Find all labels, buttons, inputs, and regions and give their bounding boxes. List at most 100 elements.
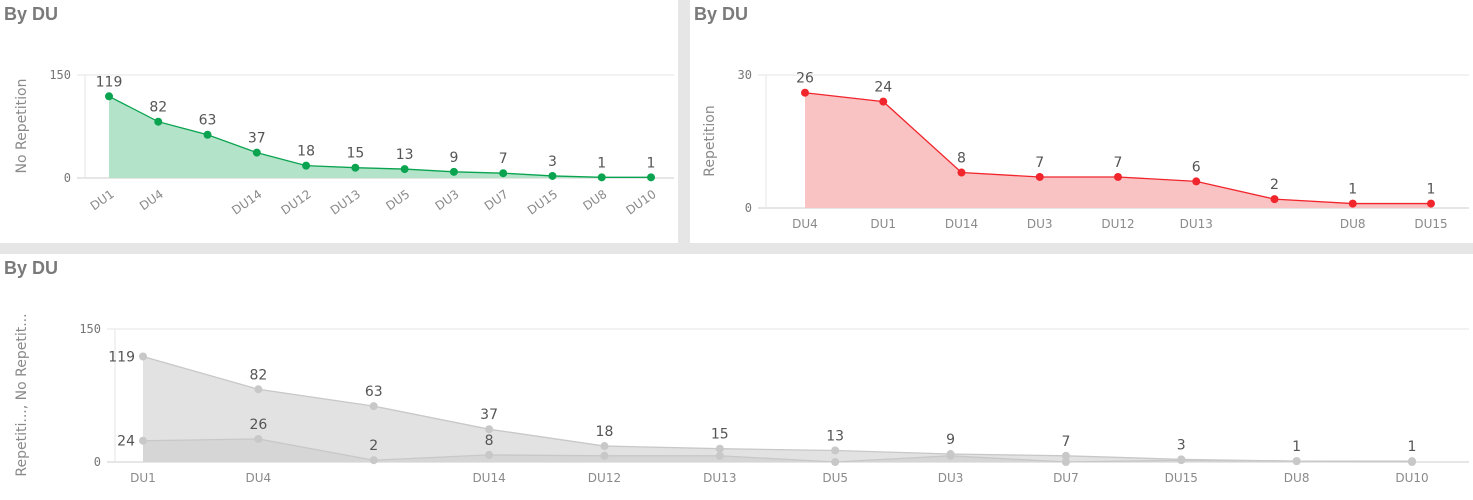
chart-title: By DU — [4, 258, 59, 278]
x-tick-label: DU7 — [482, 187, 511, 213]
data-point — [715, 451, 724, 460]
y-axis-title: Repetiti..., No Repetit... — [14, 313, 30, 476]
data-point — [548, 171, 557, 180]
x-tick-label: DU1 — [130, 471, 156, 485]
data-point — [1061, 451, 1070, 460]
data-label: 63 — [365, 384, 383, 400]
data-label: 2 — [369, 438, 378, 454]
data-point — [351, 163, 360, 172]
x-tick-label: DU12 — [1101, 217, 1134, 231]
data-label: 7 — [1061, 434, 1070, 450]
data-point — [1348, 199, 1357, 208]
data-point — [1292, 457, 1301, 466]
data-point — [369, 456, 378, 465]
data-label: 1 — [1408, 439, 1417, 455]
data-point — [831, 458, 840, 466]
data-point — [369, 402, 378, 411]
data-label: 119 — [108, 349, 135, 365]
data-point — [105, 92, 113, 101]
data-label: 6 — [1192, 159, 1201, 175]
data-point — [1177, 456, 1186, 465]
data-label: 8 — [485, 433, 494, 449]
data-label: 7 — [1035, 155, 1044, 171]
y-tick-label: 150 — [49, 68, 71, 82]
x-tick-label: DU15 — [525, 187, 560, 218]
data-label: 24 — [117, 434, 135, 450]
x-tick-label: DU8 — [1284, 471, 1310, 485]
data-point — [203, 130, 212, 139]
data-label: 2 — [1270, 177, 1279, 193]
data-point — [946, 451, 955, 460]
data-label: 26 — [249, 417, 267, 433]
x-tick-label: DU13 — [1180, 217, 1213, 231]
data-point — [831, 446, 840, 455]
series-line — [108, 95, 651, 178]
data-point — [1408, 458, 1416, 466]
x-tick-label: DU12 — [588, 471, 621, 485]
data-point — [1427, 199, 1435, 208]
x-tick-label: DU3 — [1027, 217, 1053, 231]
data-label: 7 — [1114, 155, 1123, 171]
series-area — [143, 356, 1412, 462]
data-point — [499, 169, 508, 178]
data-label: 37 — [248, 131, 266, 147]
x-tick-label: DU4 — [792, 217, 818, 231]
data-label: 18 — [297, 144, 315, 160]
x-tick-label: DU1 — [870, 217, 896, 231]
chart-repetition: 0 30 Repetition DU4 DU1 DU14 DU3 DU12 DU13 DU8 DU1… — [702, 68, 1469, 231]
x-tick-label: DU14 — [945, 217, 978, 231]
data-label: 3 — [1177, 437, 1186, 453]
data-label: 13 — [826, 428, 844, 444]
y-tick-label: 0 — [745, 201, 752, 215]
data-label: 1 — [1427, 182, 1436, 198]
x-tick-label: DU4 — [137, 187, 166, 213]
y-tick-label: 0 — [94, 455, 101, 469]
data-label: 15 — [711, 427, 729, 443]
x-tick-label: DU3 — [938, 471, 964, 485]
chart-panel-repetition: By DU 0 30 Repetition DU4 DU1 DU14 DU3 DU12 DU13… — [690, 0, 1473, 243]
data-label: 7 — [499, 151, 508, 167]
data-point — [879, 97, 888, 106]
chart-panel-no-repetition: By DU 0 150 No Repetition DU1 DU4 DU14 DU12 DU1… — [0, 0, 678, 243]
data-point — [957, 168, 966, 177]
data-label: 9 — [946, 432, 955, 448]
data-point — [139, 352, 147, 361]
data-label: 82 — [149, 100, 167, 116]
series-line — [142, 438, 1413, 463]
data-label: 15 — [346, 146, 364, 162]
data-point — [485, 450, 494, 459]
series-area — [805, 92, 1431, 208]
x-tick-label: DU14 — [229, 187, 264, 218]
x-tick-label: DU13 — [328, 187, 363, 218]
data-point — [254, 385, 263, 394]
chart-no-repetition: 0 150 No Repetition DU1 DU4 DU14 DU12 DU13 DU5 DU… — [14, 68, 674, 218]
data-point — [400, 165, 409, 174]
data-label: 9 — [449, 150, 458, 166]
x-tick-label: DU8 — [580, 187, 609, 213]
x-tick-label: DU15 — [1165, 471, 1198, 485]
data-point — [600, 442, 609, 451]
data-label: 1 — [1348, 182, 1357, 198]
data-point — [302, 161, 311, 170]
data-point — [449, 167, 458, 176]
data-point — [647, 173, 655, 182]
chart-panel-combined: By DU 0 150 Repetiti..., No Repetit... DU1 D… — [0, 254, 1473, 500]
data-label: 18 — [596, 424, 614, 440]
x-tick-label: DU10 — [623, 187, 658, 218]
data-point — [1061, 458, 1070, 466]
x-tick-label: DU8 — [1340, 217, 1366, 231]
y-axis-title: Repetition — [702, 105, 718, 176]
data-point — [715, 444, 724, 453]
chart-combined: 0 150 Repetiti..., No Repetit... DU1 DU4 DU14… — [14, 313, 1469, 485]
x-tick-label: DU15 — [1414, 217, 1447, 231]
x-tick-label: DU12 — [279, 187, 314, 218]
data-label: 3 — [548, 154, 557, 170]
data-point — [1270, 195, 1279, 204]
data-point — [1192, 177, 1201, 186]
y-tick-label: 30 — [738, 68, 752, 82]
x-tick-label: DU5 — [383, 187, 412, 213]
x-tick-label: DU10 — [1395, 471, 1428, 485]
y-axis-title: No Repetition — [14, 79, 30, 174]
data-label: 1 — [597, 155, 606, 171]
y-tick-label: 150 — [79, 322, 101, 336]
